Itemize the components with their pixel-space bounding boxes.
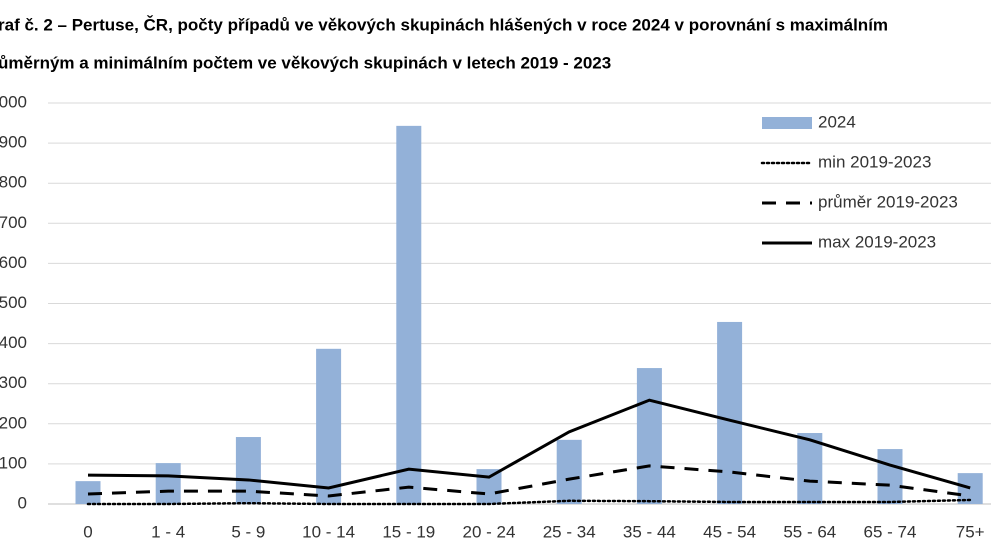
x-tick-label: 15 - 19 [382, 522, 435, 541]
bar [476, 469, 502, 504]
x-tick-label: 1 - 4 [151, 522, 185, 541]
y-tick-label: 500 [0, 293, 27, 312]
chart-title: raf č. 2 – Pertuse, ČR, počty případů ve… [0, 15, 888, 34]
bar [235, 437, 261, 504]
bar [155, 463, 181, 504]
y-tick-label: 0 [18, 493, 27, 512]
legend-label: min 2019-2023 [818, 152, 931, 171]
x-tick-label: 10 - 14 [302, 522, 355, 541]
y-tick-label: 400 [0, 333, 27, 352]
legend-label: 2024 [818, 112, 856, 131]
line-series [87, 398, 971, 490]
bar [797, 433, 823, 504]
bar [316, 348, 342, 504]
y-tick-label: 800 [0, 173, 27, 192]
y-tick-label: 600 [0, 253, 27, 272]
x-tick-label: 20 - 24 [463, 522, 516, 541]
line-series [87, 464, 971, 498]
y-tick-label: 900 [0, 133, 27, 152]
y-tick-label: 300 [0, 373, 27, 392]
legend-label: průměr 2019-2023 [818, 192, 958, 211]
y-tick-label: 200 [0, 413, 27, 432]
bar [717, 321, 743, 504]
y-tick-label: 100 [0, 453, 27, 472]
legend-swatch [762, 117, 812, 129]
x-tick-label: 75+ [956, 522, 985, 541]
bar [636, 368, 662, 504]
bar [877, 449, 903, 504]
x-tick-label: 45 - 54 [703, 522, 756, 541]
line-series [86, 498, 972, 506]
y-tick-label: 700 [0, 213, 27, 232]
x-tick-label: 55 - 64 [783, 522, 836, 541]
x-tick-label: 5 - 9 [231, 522, 265, 541]
bar [556, 439, 582, 504]
chart-subtitle: ůměrným a minimálním počtem ve věkových … [0, 53, 611, 72]
x-tick-label: 35 - 44 [623, 522, 676, 541]
legend-label: max 2019-2023 [818, 232, 936, 251]
bar [396, 125, 422, 505]
y-tick-label: 000 [0, 92, 27, 111]
x-tick-label: 0 [83, 522, 92, 541]
x-tick-label: 25 - 34 [543, 522, 596, 541]
x-tick-label: 65 - 74 [864, 522, 917, 541]
